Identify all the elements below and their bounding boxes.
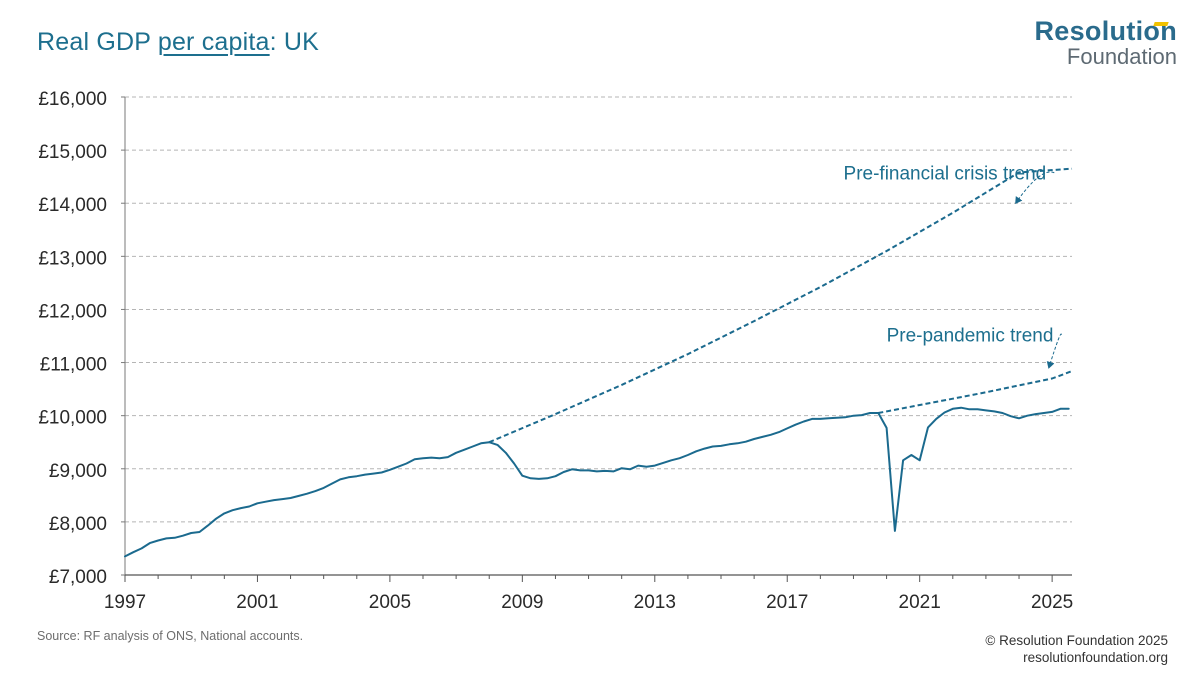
y-tick-label: £8,000: [49, 514, 107, 535]
title-prefix: Real GDP: [37, 28, 158, 56]
copyright-text: © Resolution Foundation 2025: [985, 633, 1168, 648]
y-tick-label: £11,000: [40, 355, 107, 376]
website-link[interactable]: resolutionfoundation.org: [1023, 650, 1168, 665]
y-tick-label: £14,000: [38, 195, 107, 216]
y-tick-label: £13,000: [38, 248, 107, 269]
title-suffix: : UK: [269, 28, 320, 56]
annotation-pre-financial-crisis-arrow: [1015, 171, 1055, 205]
brand-logo: Resolution Foundation: [1035, 18, 1178, 68]
chart-title: Real GDP per capita: UK: [37, 28, 319, 57]
x-tick-label: 2005: [369, 592, 411, 613]
x-tick-label: 2013: [634, 592, 676, 613]
title-emphasis: per capita: [157, 28, 270, 56]
x-tick-label: 2025: [1031, 592, 1073, 613]
x-tick-label: 2001: [236, 592, 278, 613]
y-tick-label: £9,000: [49, 461, 107, 482]
source-note: Source: RF analysis of ONS, National acc…: [37, 629, 304, 643]
y-tick-label: £16,000: [38, 89, 107, 110]
y-tick-label: £10,000: [38, 408, 107, 429]
gdp-per-capita-line: [124, 406, 1070, 558]
x-tick-label: 2021: [899, 592, 941, 613]
y-tick-label: £15,000: [38, 142, 107, 163]
x-tick-label: 2009: [501, 592, 543, 613]
logo-primary-text: Resolution: [1034, 16, 1177, 46]
logo-secondary-text: Foundation: [1066, 44, 1177, 69]
y-tick-label: £7,000: [49, 567, 107, 588]
annotation-pre-pandemic-label: Pre-pandemic trend: [887, 325, 1054, 346]
x-tick-label: 2017: [766, 592, 808, 613]
annotation-pre-financial-crisis-label: Pre-financial crisis trend: [844, 163, 1047, 184]
pre-financial-crisis-trend-line: [488, 167, 1073, 444]
pre-pandemic-trend-line: [878, 370, 1073, 414]
copyright-block: © Resolution Foundation 2025 resolutionf…: [985, 632, 1168, 666]
x-tick-label: 1997: [104, 592, 146, 613]
y-tick-label: £12,000: [38, 301, 107, 322]
annotation-pre-pandemic-arrow: [1046, 333, 1062, 369]
